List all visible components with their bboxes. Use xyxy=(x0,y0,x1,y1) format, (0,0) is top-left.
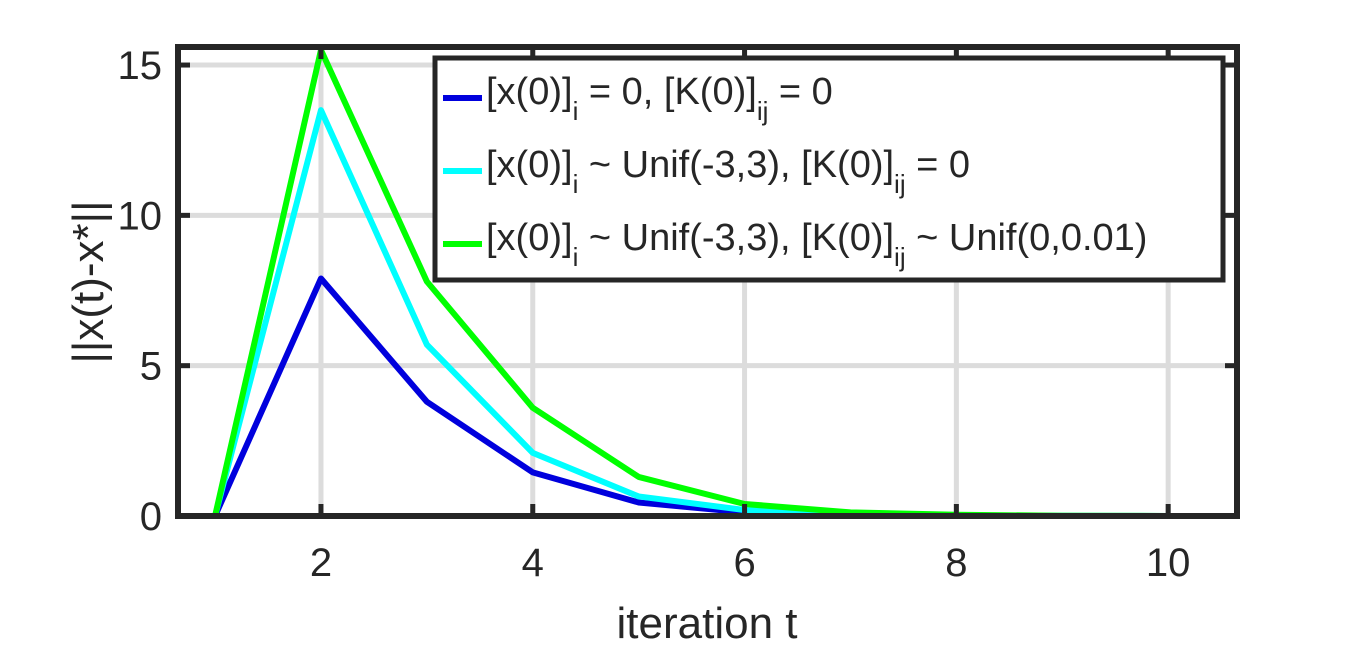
x-tick-label: 4 xyxy=(522,541,544,585)
legend-box xyxy=(432,55,1226,283)
axes-box xyxy=(175,44,1240,519)
legend-entry-1: [x(0)]i = 0, [K(0)]ij = 0 xyxy=(486,71,833,126)
y-tick-label: 5 xyxy=(140,345,162,389)
legend-entry-2: [x(0)]i ~ Unif(-3,3), [K(0)]ij = 0 xyxy=(486,144,970,199)
y-tick-label: 15 xyxy=(118,44,163,88)
y-tick-label: 0 xyxy=(140,495,162,539)
axes xyxy=(175,44,1240,519)
y-tick-label: 10 xyxy=(118,194,163,238)
x-tick-label: 6 xyxy=(733,541,755,585)
x-tick-label: 2 xyxy=(310,541,332,585)
legend: [x(0)]i = 0, [K(0)]ij = 0 [x(0)]i ~ Unif(… xyxy=(432,55,1226,283)
x-tick-label: 10 xyxy=(1146,541,1191,585)
legend-entry-3: [x(0)]i ~ Unif(-3,3), [K(0)]ij ~ Unif(0,… xyxy=(486,217,1147,272)
ticks: 2 4 6 8 10 0 5 10 15 xyxy=(118,44,1237,585)
x-axis-label: iteration t xyxy=(617,599,798,648)
y-axis-label: ||x(t)-x*|| xyxy=(64,200,113,363)
x-tick-label: 8 xyxy=(945,541,967,585)
